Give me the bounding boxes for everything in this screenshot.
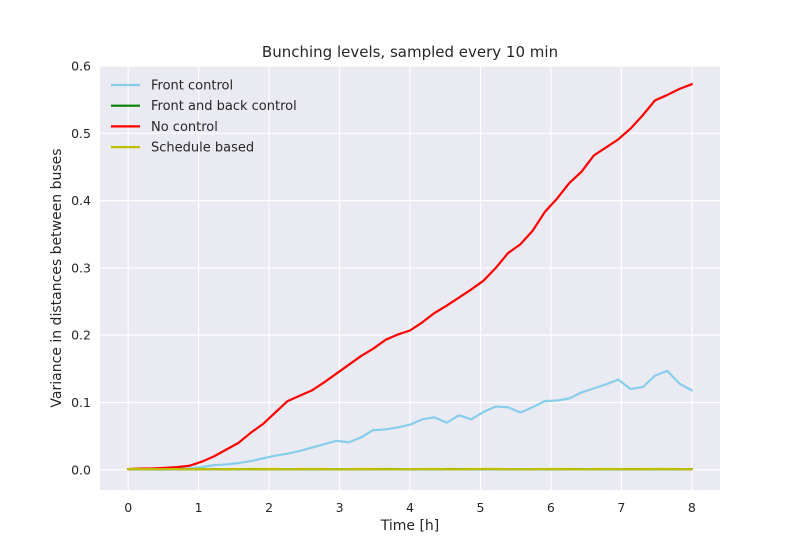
- series-line-front-control: [127, 369, 693, 471]
- legend-label-front-and-back-control: Front and back control: [151, 99, 297, 114]
- y-axis-label: Variance in distances between buses: [49, 148, 65, 407]
- y-tick-label: 0.3: [71, 260, 91, 275]
- series-layer: [127, 83, 693, 471]
- x-tick-label: 0: [124, 500, 132, 515]
- y-tick-label: 0.0: [71, 462, 91, 477]
- x-tick-label: 8: [688, 500, 696, 515]
- x-tick-label: 3: [336, 500, 344, 515]
- x-tick-label: 5: [476, 500, 484, 515]
- x-axis-label: Time [h]: [380, 518, 440, 534]
- legend-label-schedule-based: Schedule based: [151, 141, 254, 156]
- y-tick-label: 0.5: [71, 126, 91, 141]
- y-ticks: 0.0 0.1 0.2 0.3 0.4 0.5 0.6: [71, 59, 91, 478]
- legend: Front control Front and back control No co…: [111, 79, 297, 156]
- y-tick-label: 0.1: [71, 395, 91, 410]
- y-tick-label: 0.4: [71, 193, 91, 208]
- chart-title: Bunching levels, sampled every 10 min: [262, 43, 558, 61]
- legend-label-no-control: No control: [151, 120, 218, 135]
- y-tick-label: 0.6: [71, 59, 91, 74]
- x-tick-label: 6: [547, 500, 555, 515]
- x-ticks: 0 1 2 3 4 5 6 7 8: [124, 500, 696, 515]
- x-tick-label: 7: [617, 500, 625, 515]
- y-tick-label: 0.2: [71, 328, 91, 343]
- legend-label-front-control: Front control: [151, 79, 233, 94]
- x-tick-label: 1: [195, 500, 203, 515]
- x-tick-label: 2: [265, 500, 273, 515]
- x-tick-label: 4: [406, 500, 414, 515]
- series-line-no-control: [127, 83, 693, 471]
